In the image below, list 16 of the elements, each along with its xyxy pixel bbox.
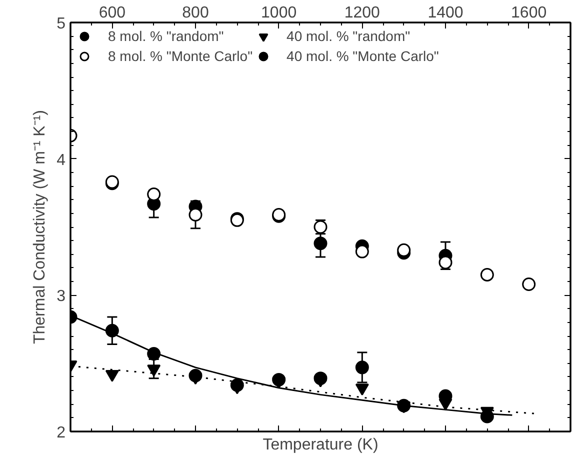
- x-axis-title: Temperature (K): [262, 436, 378, 454]
- y-tick-label: 5: [56, 16, 66, 32]
- legend-label: 40 mol. % "random": [286, 28, 410, 44]
- x-tick-label: 800: [182, 4, 209, 22]
- x-tick-label: 1400: [428, 4, 464, 22]
- x-tick-label: 1600: [511, 4, 547, 22]
- y-axis-title: Thermal Conductivity (W m⁻¹ K⁻¹): [32, 110, 49, 344]
- y-tick-label: 2: [56, 424, 66, 442]
- y-tick-label: 3: [56, 288, 66, 306]
- x-tick-label: 600: [98, 4, 126, 22]
- y-tick-label: 4: [56, 152, 66, 169]
- legend-label: 8 mol. % "Monte Carlo": [108, 48, 253, 64]
- legend-label: 8 mol. % "random": [108, 28, 224, 44]
- x-tick-label: 1000: [261, 4, 297, 22]
- x-tick-label: 1200: [344, 4, 380, 22]
- legend-label: 40 mol. % "Monte Carlo": [286, 48, 439, 64]
